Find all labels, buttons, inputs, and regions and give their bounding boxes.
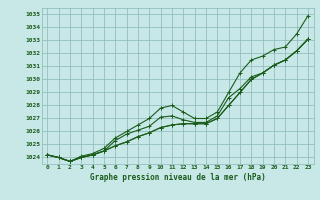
X-axis label: Graphe pression niveau de la mer (hPa): Graphe pression niveau de la mer (hPa) xyxy=(90,173,266,182)
